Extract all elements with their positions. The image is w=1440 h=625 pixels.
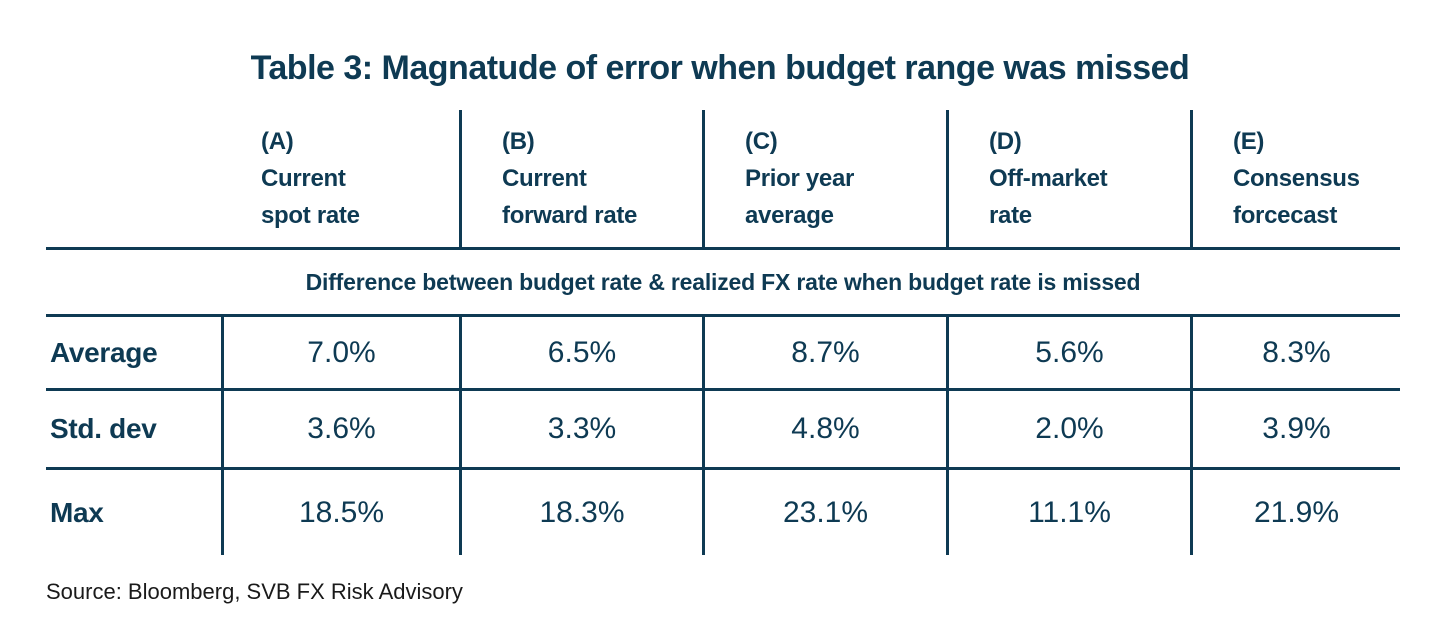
table-title: Table 3: Magnatude of error when budget … <box>250 49 1190 87</box>
horizontal-rule <box>46 247 1400 250</box>
horizontal-rule <box>46 388 1400 391</box>
column-tag: (E) <box>1233 128 1265 155</box>
column-label-line2: forcecast <box>1233 202 1338 229</box>
table-cell: 3.9% <box>1190 391 1400 467</box>
table-cell: 3.6% <box>221 391 459 467</box>
column-label-line1: Current <box>502 165 587 192</box>
column-label-line2: spot rate <box>261 202 360 229</box>
row-label: Max <box>50 496 104 528</box>
table-header-row: (A) Current spot rate (B) Current forwar… <box>46 110 1400 247</box>
table-subheader: Difference between budget rate & realize… <box>305 268 1141 295</box>
column-label-line1: Consensus <box>1233 165 1360 192</box>
row-label: Average <box>50 336 158 368</box>
table-cell: 8.3% <box>1190 317 1400 388</box>
column-label-line2: average <box>745 202 834 229</box>
table-cell: 7.0% <box>221 317 459 388</box>
column-header-a: (A) Current spot rate <box>221 110 459 247</box>
table-cell: 2.0% <box>946 391 1190 467</box>
table-cell: 5.6% <box>946 317 1190 388</box>
source-note: Source: Bloomberg, SVB FX Risk Advisory <box>46 579 463 604</box>
column-tag: (D) <box>989 128 1022 155</box>
horizontal-rule <box>46 314 1400 317</box>
column-header-d: (D) Off-market rate <box>946 110 1190 247</box>
column-tag: (B) <box>502 128 535 155</box>
table-cell: 23.1% <box>702 470 946 555</box>
data-table: (A) Current spot rate (B) Current forwar… <box>46 110 1400 555</box>
column-label-line2: rate <box>989 202 1032 229</box>
column-label-line1: Prior year <box>745 165 855 192</box>
column-tag: (C) <box>745 128 778 155</box>
column-header-e: (E) Consensus forcecast <box>1190 110 1400 247</box>
column-label-line1: Off-market <box>989 165 1108 192</box>
column-label-line2: forward rate <box>502 202 638 229</box>
table-cell: 4.8% <box>702 391 946 467</box>
row-label: Std. dev <box>50 413 157 444</box>
table-row-max: Max 18.5% 18.3% 23.1% 11.1% 21.9% <box>46 470 1400 555</box>
table-cell: 6.5% <box>459 317 702 388</box>
table-cell: 18.5% <box>221 470 459 555</box>
header-spacer <box>46 110 221 247</box>
table-cell: 8.7% <box>702 317 946 388</box>
table-row-average: Average 7.0% 6.5% 8.7% 5.6% 8.3% <box>46 317 1400 388</box>
table-cell: 21.9% <box>1190 470 1400 555</box>
table-cell: 11.1% <box>946 470 1190 555</box>
table-row-stddev: Std. dev 3.6% 3.3% 4.8% 2.0% 3.9% <box>46 391 1400 467</box>
column-label-line1: Current <box>261 165 346 192</box>
column-header-c: (C) Prior year average <box>702 110 946 247</box>
column-tag: (A) <box>261 128 294 155</box>
horizontal-rule <box>46 467 1400 470</box>
table-cell: 3.3% <box>459 391 702 467</box>
column-header-b: (B) Current forward rate <box>459 110 702 247</box>
table-cell: 18.3% <box>459 470 702 555</box>
